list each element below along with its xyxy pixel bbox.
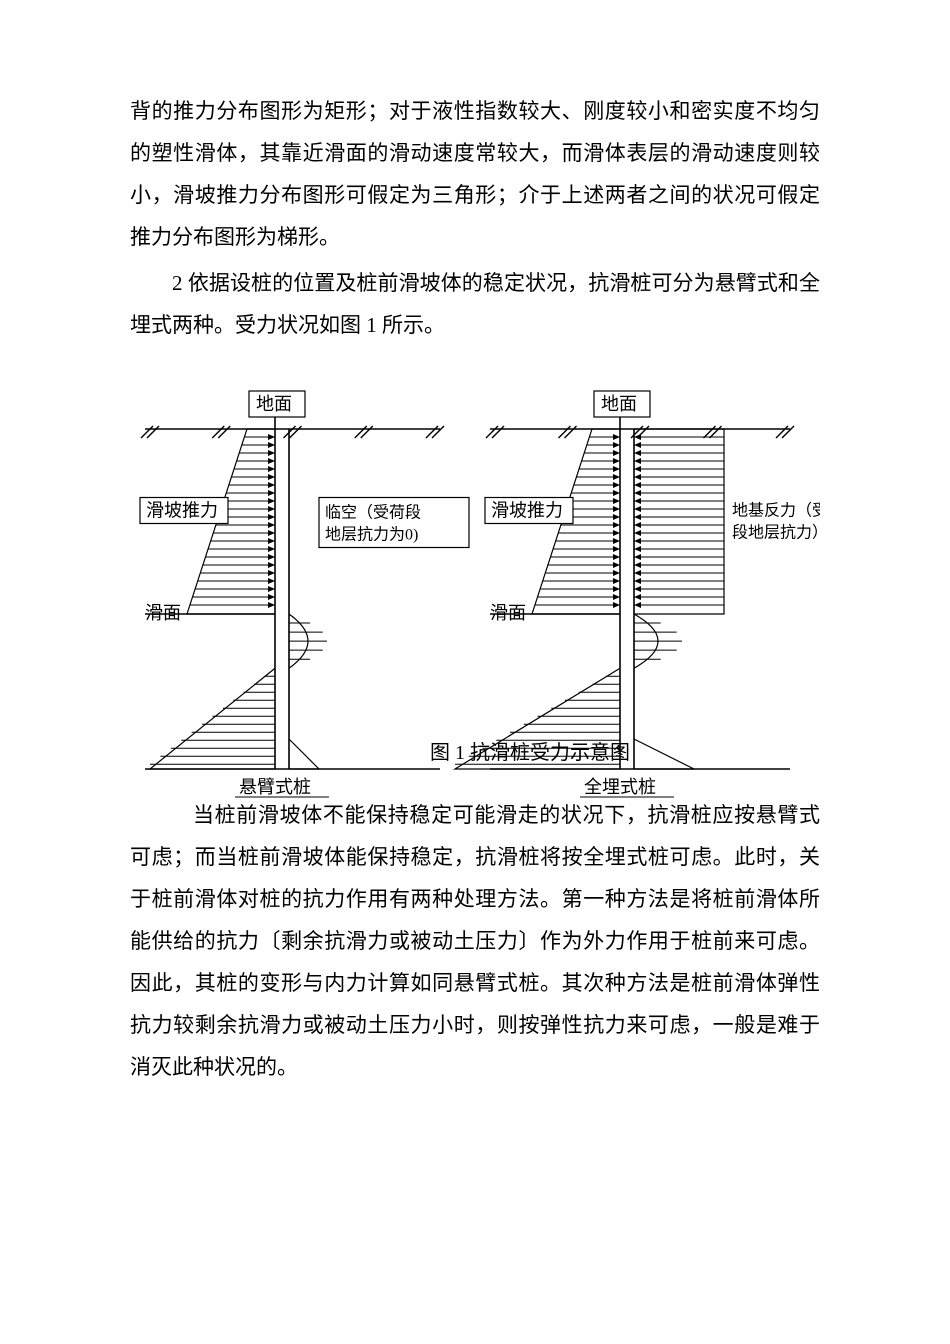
svg-text:滑坡推力: 滑坡推力 <box>146 501 218 521</box>
svg-text:地层抗力为0): 地层抗力为0) <box>325 526 418 544</box>
svg-text:滑面: 滑面 <box>145 603 181 623</box>
document-page: 背的推力分布图形为矩形；对于液性指数较大、刚度较小和密实度不均匀的塑性滑体，其靠… <box>0 0 950 1152</box>
svg-text:地面: 地面 <box>256 394 292 414</box>
svg-text:滑坡推力: 滑坡推力 <box>491 501 563 521</box>
svg-text:悬臂式桩: 悬臂式桩 <box>239 777 311 797</box>
figure-caption: 图 1 抗滑桩受力示意图 <box>430 736 630 765</box>
paragraph-1: 背的推力分布图形为矩形；对于液性指数较大、刚度较小和密实度不均匀的塑性滑体，其靠… <box>130 90 820 258</box>
svg-text:段地层抗力）: 段地层抗力） <box>732 524 820 542</box>
figure-1: 地面滑面 滑坡推力 临空（受荷段地层抗力为0) 悬臂式桩 地面滑面 滑坡推力 地基反力（受荷… <box>130 374 820 814</box>
svg-text:临空（受荷段: 临空（受荷段 <box>325 504 421 522</box>
svg-text:地基反力（受荷: 地基反力（受荷 <box>732 502 820 520</box>
svg-text:滑面: 滑面 <box>490 603 526 623</box>
svg-text:地面: 地面 <box>601 394 637 414</box>
svg-text:全埋式桩: 全埋式桩 <box>584 777 656 797</box>
paragraph-3: 当桩前滑坡体不能保持稳定可能滑走的状况下，抗滑桩应按悬臂式可虑；而当桩前滑坡体能… <box>130 794 820 1088</box>
paragraph-2: 2 依据设桩的位置及桩前滑坡体的稳定状况，抗滑桩可分为悬臂式和全埋式两种。受力状… <box>130 262 820 346</box>
